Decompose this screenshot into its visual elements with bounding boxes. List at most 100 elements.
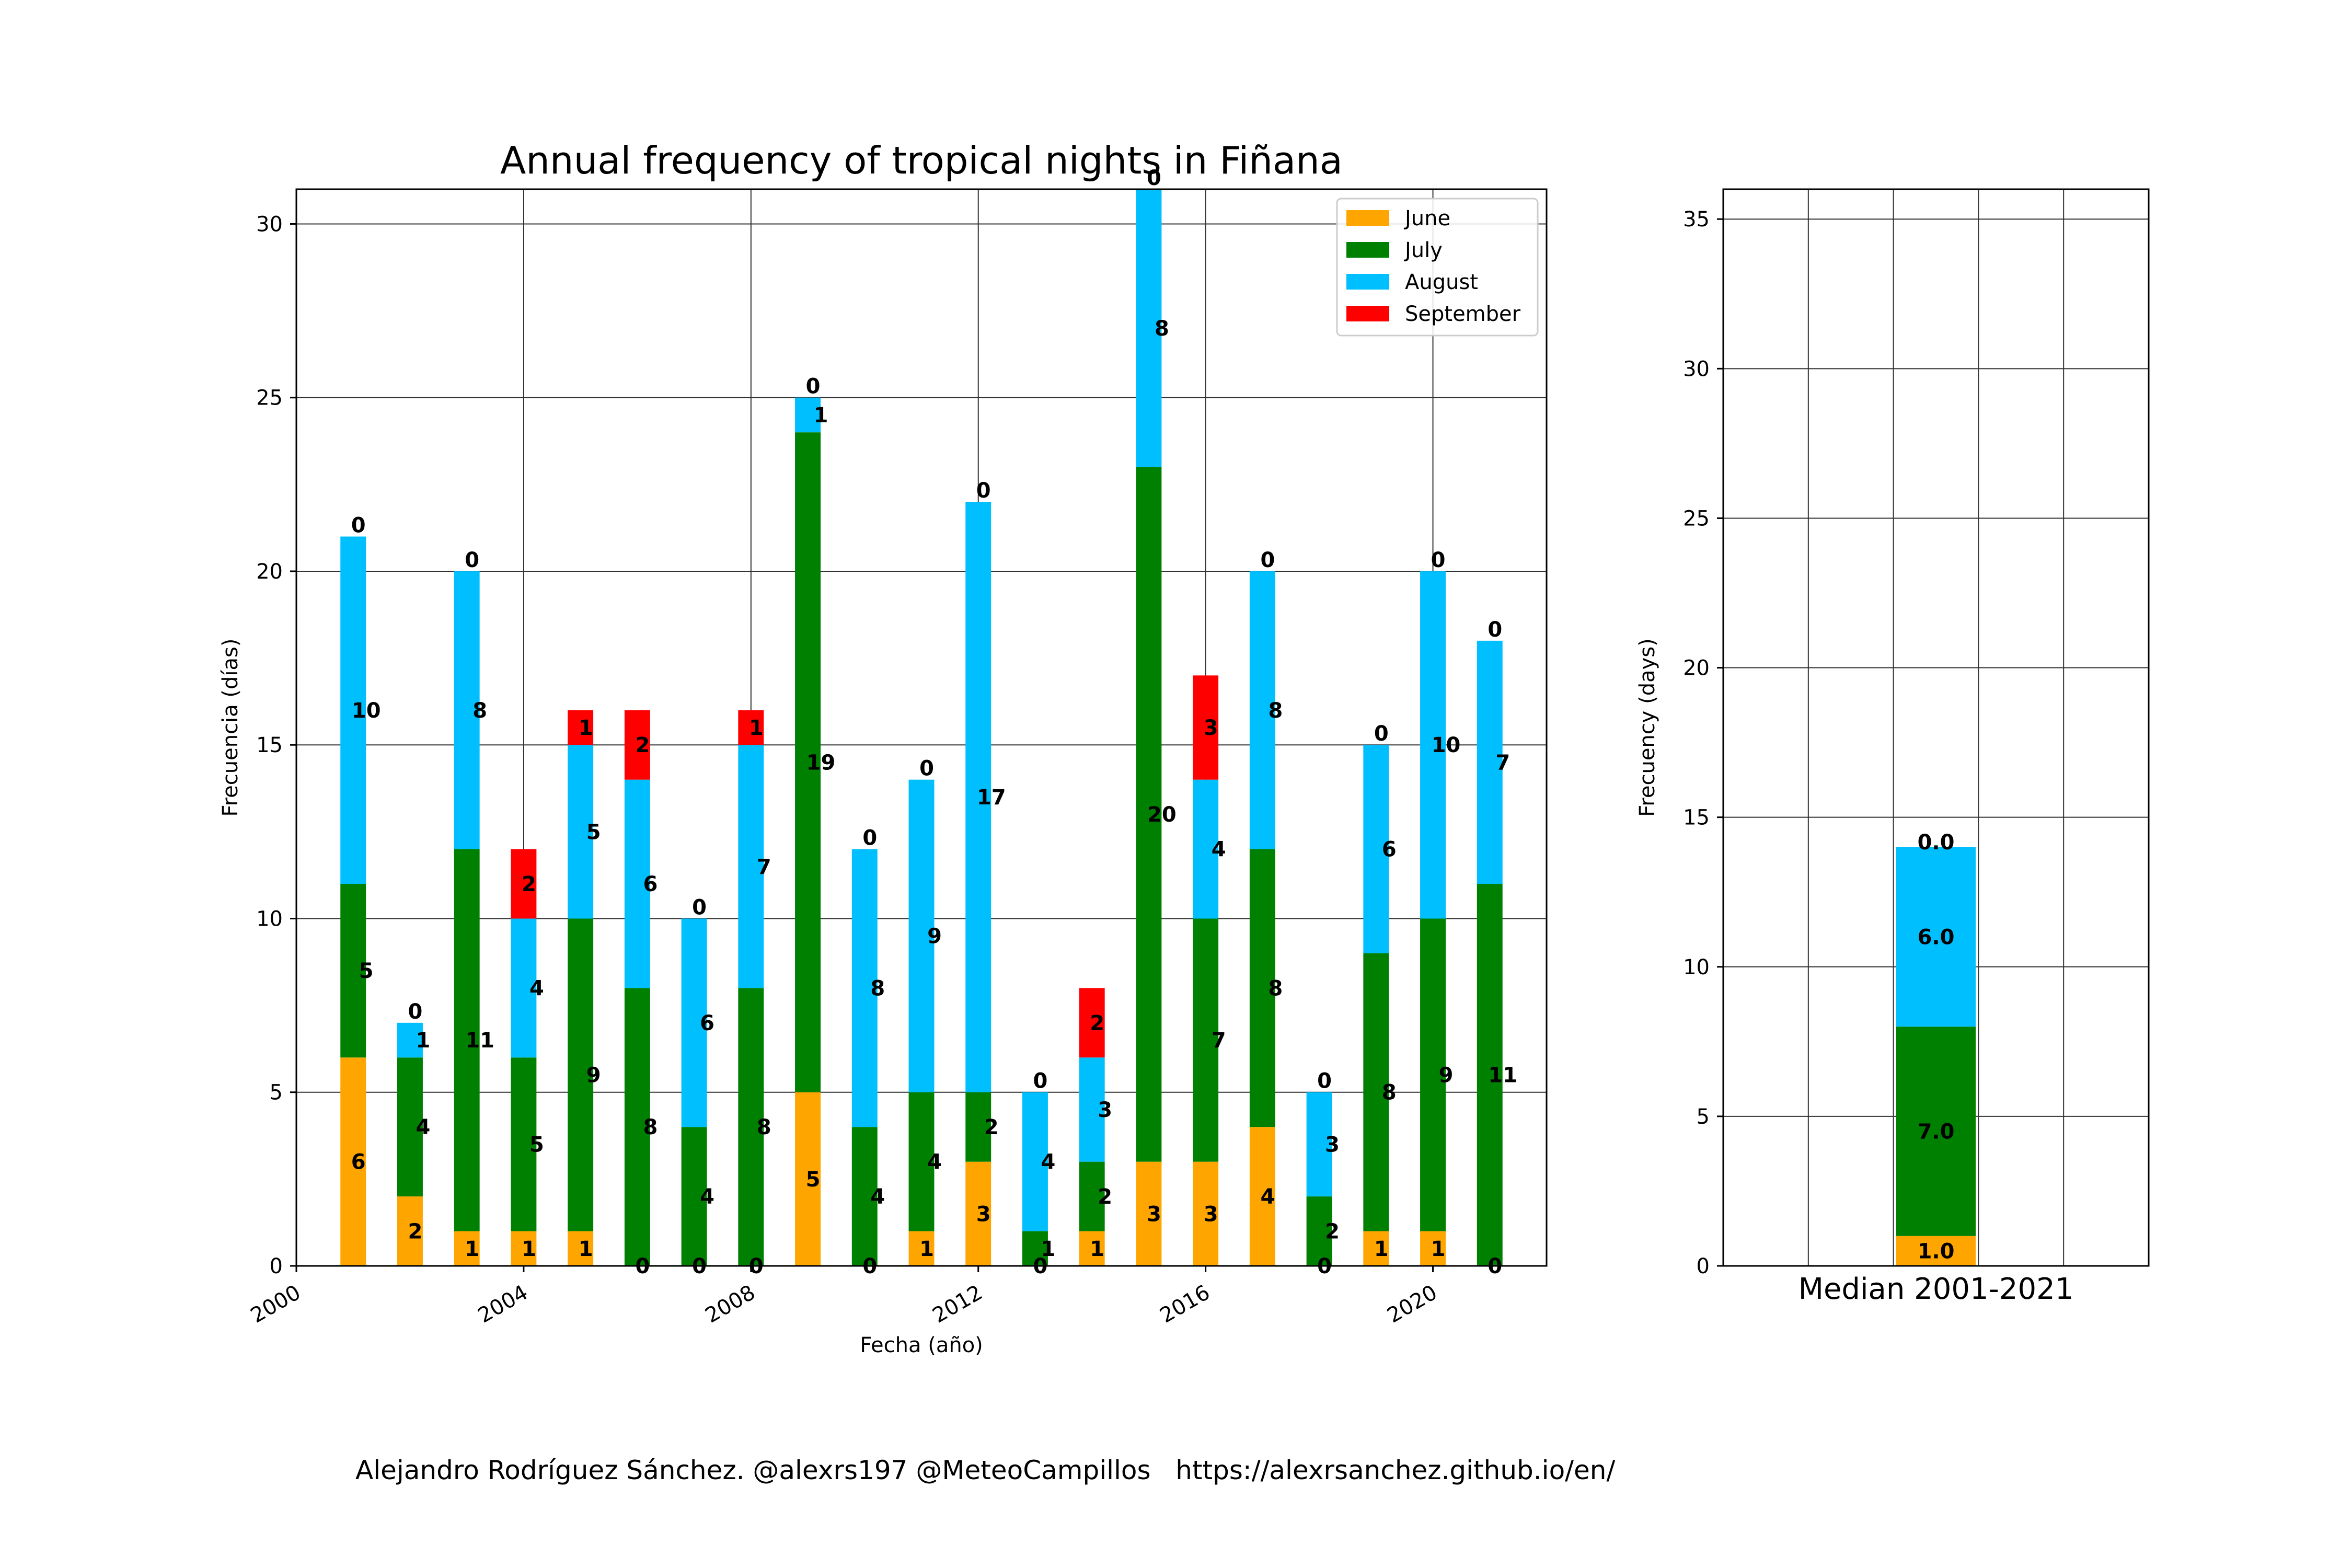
bar-2019-august	[1363, 745, 1389, 953]
label-2017-august: 8	[1268, 699, 1283, 723]
label-2009-august: 1	[814, 403, 828, 428]
label-2009-june: 5	[806, 1168, 821, 1192]
main-ytick-label-15: 15	[256, 733, 283, 757]
label-2005-june: 1	[579, 1237, 593, 1261]
main-xtick-label-2004: 2004	[474, 1281, 532, 1328]
label-2001-june: 6	[351, 1150, 366, 1174]
bar-2004-july	[511, 1057, 537, 1231]
main-chart-title: Annual frequency of tropical nights in F…	[500, 139, 1343, 182]
label-2013-september: 0	[1033, 1069, 1048, 1093]
bar-2003-august	[454, 571, 480, 849]
legend-swatch-july	[1346, 242, 1389, 258]
bar-2002-june	[397, 1196, 423, 1266]
label-2010-september: 0	[862, 826, 877, 850]
label-2014-june: 1	[1090, 1237, 1104, 1261]
bar-2004-september	[511, 849, 537, 919]
median-bar-august	[1896, 847, 1976, 1027]
label-2008-august: 7	[757, 855, 771, 879]
main-chart-frame	[295, 188, 1548, 1267]
label-2005-august: 5	[586, 820, 601, 844]
main-chart-data-labels: 6510024101118015421951086204600871519100…	[351, 166, 1517, 1278]
label-2006-august: 6	[643, 872, 658, 896]
label-2017-july: 8	[1268, 976, 1283, 1000]
bar-2018-august	[1306, 1092, 1332, 1197]
bar-2016-june	[1193, 1161, 1219, 1266]
median-chart-bars	[1896, 847, 1976, 1266]
bar-2011-august	[908, 779, 935, 1092]
bar-2017-june	[1249, 1127, 1275, 1266]
label-2002-august: 1	[416, 1029, 431, 1053]
bar-2003-june	[454, 1231, 480, 1266]
label-2008-september: 1	[749, 716, 764, 740]
legend-label-june: June	[1403, 206, 1450, 230]
legend-label-august: August	[1405, 270, 1478, 294]
label-2016-june: 3	[1204, 1202, 1218, 1226]
bar-2001-august	[340, 536, 366, 884]
median-bar-july	[1896, 1027, 1976, 1236]
label-2015-august: 8	[1155, 317, 1169, 341]
label-2007-september: 0	[692, 895, 707, 919]
bar-2020-august	[1420, 571, 1446, 919]
main-ytick-label-10: 10	[256, 907, 283, 931]
bar-2003-july	[454, 849, 480, 1231]
median-bar-june	[1896, 1236, 1976, 1266]
label-2004-september: 2	[522, 872, 536, 896]
main-ytick-label-5: 5	[270, 1081, 283, 1105]
bar-2012-june	[965, 1161, 991, 1266]
label-2003-june: 1	[465, 1237, 479, 1261]
label-2003-august: 8	[472, 699, 487, 723]
label-2003-september: 0	[465, 548, 479, 572]
bar-2007-july	[681, 1127, 707, 1266]
median-chart-ylabel: Frecuency (days)	[1635, 638, 1659, 817]
median-label-september: 0.0	[1918, 831, 1955, 855]
bar-2010-august	[851, 849, 878, 1127]
bar-2014-june	[1079, 1231, 1105, 1266]
median-chart-data-labels: 1.0 7.0 6.0 0.0	[1918, 831, 1955, 1264]
main-xtick-label-2008: 2008	[701, 1281, 759, 1328]
bar-2013-july	[1022, 1231, 1048, 1266]
legend-label-july: July	[1403, 238, 1443, 262]
median-ytick-label-20: 20	[1683, 656, 1710, 681]
label-2012-june: 3	[976, 1202, 991, 1226]
median-label-july: 7.0	[1918, 1120, 1955, 1144]
label-2006-september: 2	[635, 733, 650, 757]
label-2021-july: 11	[1488, 1064, 1517, 1088]
bar-2016-august	[1193, 779, 1219, 919]
label-2012-august: 17	[977, 786, 1006, 810]
median-ytick-label-30: 30	[1683, 357, 1710, 381]
bar-2005-august	[568, 745, 594, 919]
median-ytick-label-5: 5	[1697, 1105, 1710, 1129]
label-2020-june: 1	[1431, 1237, 1446, 1261]
main-chart-bars	[340, 189, 1503, 1266]
bar-2009-july	[795, 432, 821, 1092]
main-chart-ylabel: Frecuencia (días)	[218, 639, 243, 817]
bar-2004-june	[511, 1231, 537, 1266]
label-2003-july: 11	[465, 1029, 494, 1053]
label-2011-july: 4	[927, 1150, 942, 1174]
bar-2005-june	[568, 1231, 594, 1266]
bar-2018-july	[1306, 1196, 1332, 1266]
label-2005-september: 1	[579, 716, 593, 740]
bar-2015-july	[1136, 467, 1162, 1162]
label-2006-july: 8	[643, 1115, 658, 1139]
main-xtick-label-2000: 2000	[247, 1281, 305, 1328]
label-2001-september: 0	[351, 514, 366, 538]
label-2014-july: 2	[1098, 1185, 1112, 1209]
bar-2015-june	[1136, 1161, 1162, 1266]
label-2019-july: 8	[1382, 1081, 1397, 1105]
bar-2016-september	[1193, 675, 1219, 780]
bar-2002-july	[397, 1057, 423, 1197]
bar-2020-june	[1420, 1231, 1446, 1266]
bar-2012-july	[965, 1092, 991, 1162]
label-2004-august: 4	[529, 976, 544, 1000]
label-2013-july: 1	[1041, 1237, 1056, 1261]
label-2010-august: 8	[870, 976, 885, 1000]
label-2017-june: 4	[1260, 1185, 1275, 1209]
bar-2005-september	[568, 710, 594, 745]
legend-box	[1336, 198, 1539, 337]
median-chart-frame	[1722, 188, 2150, 1267]
bar-2014-september	[1079, 988, 1105, 1058]
bar-2016-july	[1193, 918, 1219, 1162]
bar-2019-june	[1363, 1231, 1389, 1266]
main-ytick-label-0: 0	[270, 1254, 283, 1278]
